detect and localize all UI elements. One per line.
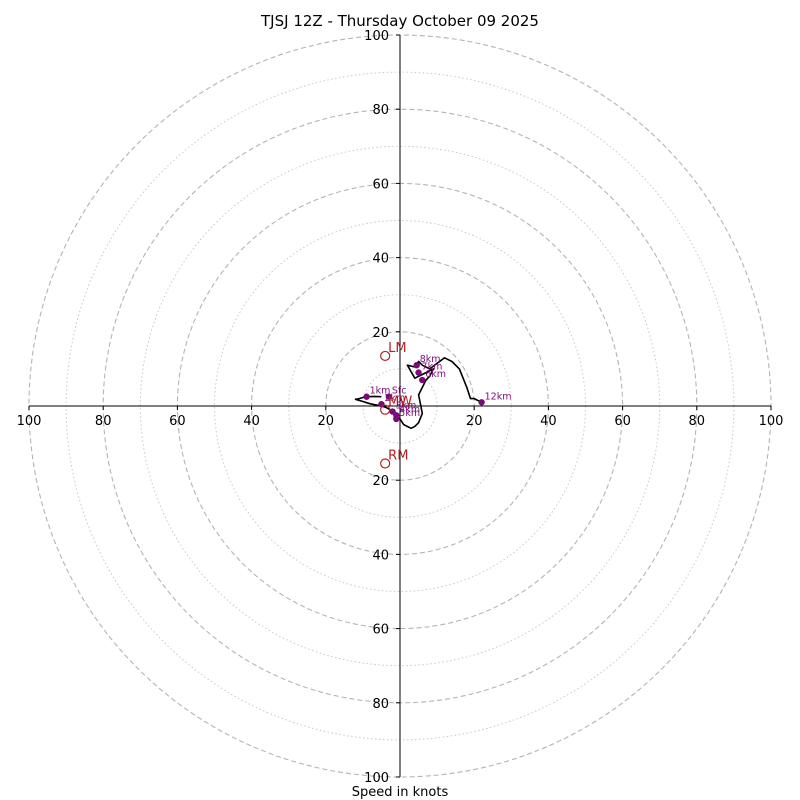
y-tick-label: 40: [372, 252, 389, 267]
x-tick-label: 40: [540, 414, 557, 429]
y-tick-label: 20: [372, 474, 389, 489]
storm-motion-marker-lm: [380, 350, 391, 362]
y-tick-label: 100: [364, 771, 389, 786]
storm-motion-label-lm: LM: [388, 341, 406, 356]
x-tick-label: 100: [17, 414, 42, 429]
level-label-7km: 7km: [422, 362, 443, 373]
y-tick-label: 20: [372, 326, 389, 341]
level-label-6km: 6km: [425, 369, 446, 380]
x-axis-label: Speed in knots: [352, 785, 449, 800]
x-tick-label: 20: [318, 414, 335, 429]
level-marker-8km: [413, 361, 420, 369]
level-marker-sfc: [385, 393, 393, 400]
y-tick-label: 80: [372, 697, 389, 712]
x-tick-label: 40: [243, 414, 260, 429]
level-label-12km: 12km: [485, 391, 512, 402]
chart-title: TJSJ 12Z - Thursday October 09 2025: [260, 12, 539, 30]
hodograph-trace: [354, 356, 482, 430]
x-tick-label: 80: [689, 414, 706, 429]
level-marker-5km: [393, 415, 400, 423]
x-tick-label: 60: [169, 414, 186, 429]
y-tick-label: 100: [364, 29, 389, 44]
level-label-5km: 5km: [399, 408, 420, 419]
level-label-8km: 8km: [420, 354, 441, 365]
y-tick-label: 60: [372, 623, 389, 638]
storm-motion-marker-rm: [380, 458, 391, 469]
tick-labels: 100 80 60 40 20 20 40 60 80 100 20 20 40 40 60 60 80 80 10…: [17, 29, 784, 786]
storm-motions: LM RM MW: [380, 341, 412, 469]
x-tick-label: 100: [759, 414, 784, 429]
y-tick-label: 40: [372, 548, 389, 563]
level-marker-7km: [415, 369, 422, 376]
hodograph-trace-group: [354, 356, 482, 430]
level-marker-1km: [363, 393, 370, 400]
axes: [29, 35, 771, 777]
storm-motion-marker-mw: [380, 404, 391, 415]
level-label-1km: 1km: [370, 386, 391, 397]
level-marker-6km: [419, 376, 426, 384]
storm-motion-label-rm: RM: [388, 449, 408, 464]
storm-motion-label-mw: MW: [388, 395, 412, 410]
level-label-3km: 3km: [396, 401, 417, 412]
y-tick-label: 60: [372, 177, 389, 192]
x-tick-label: 80: [95, 414, 112, 429]
level-label-2km: 2km: [384, 393, 405, 404]
x-tick-label: 60: [614, 414, 631, 429]
y-tick-label: 80: [372, 103, 389, 118]
level-marker-12km: [478, 399, 485, 406]
level-label-4km: 4km: [399, 404, 420, 415]
x-tick-label: 20: [466, 414, 483, 429]
level-label-sfc: Sfc: [392, 386, 407, 397]
